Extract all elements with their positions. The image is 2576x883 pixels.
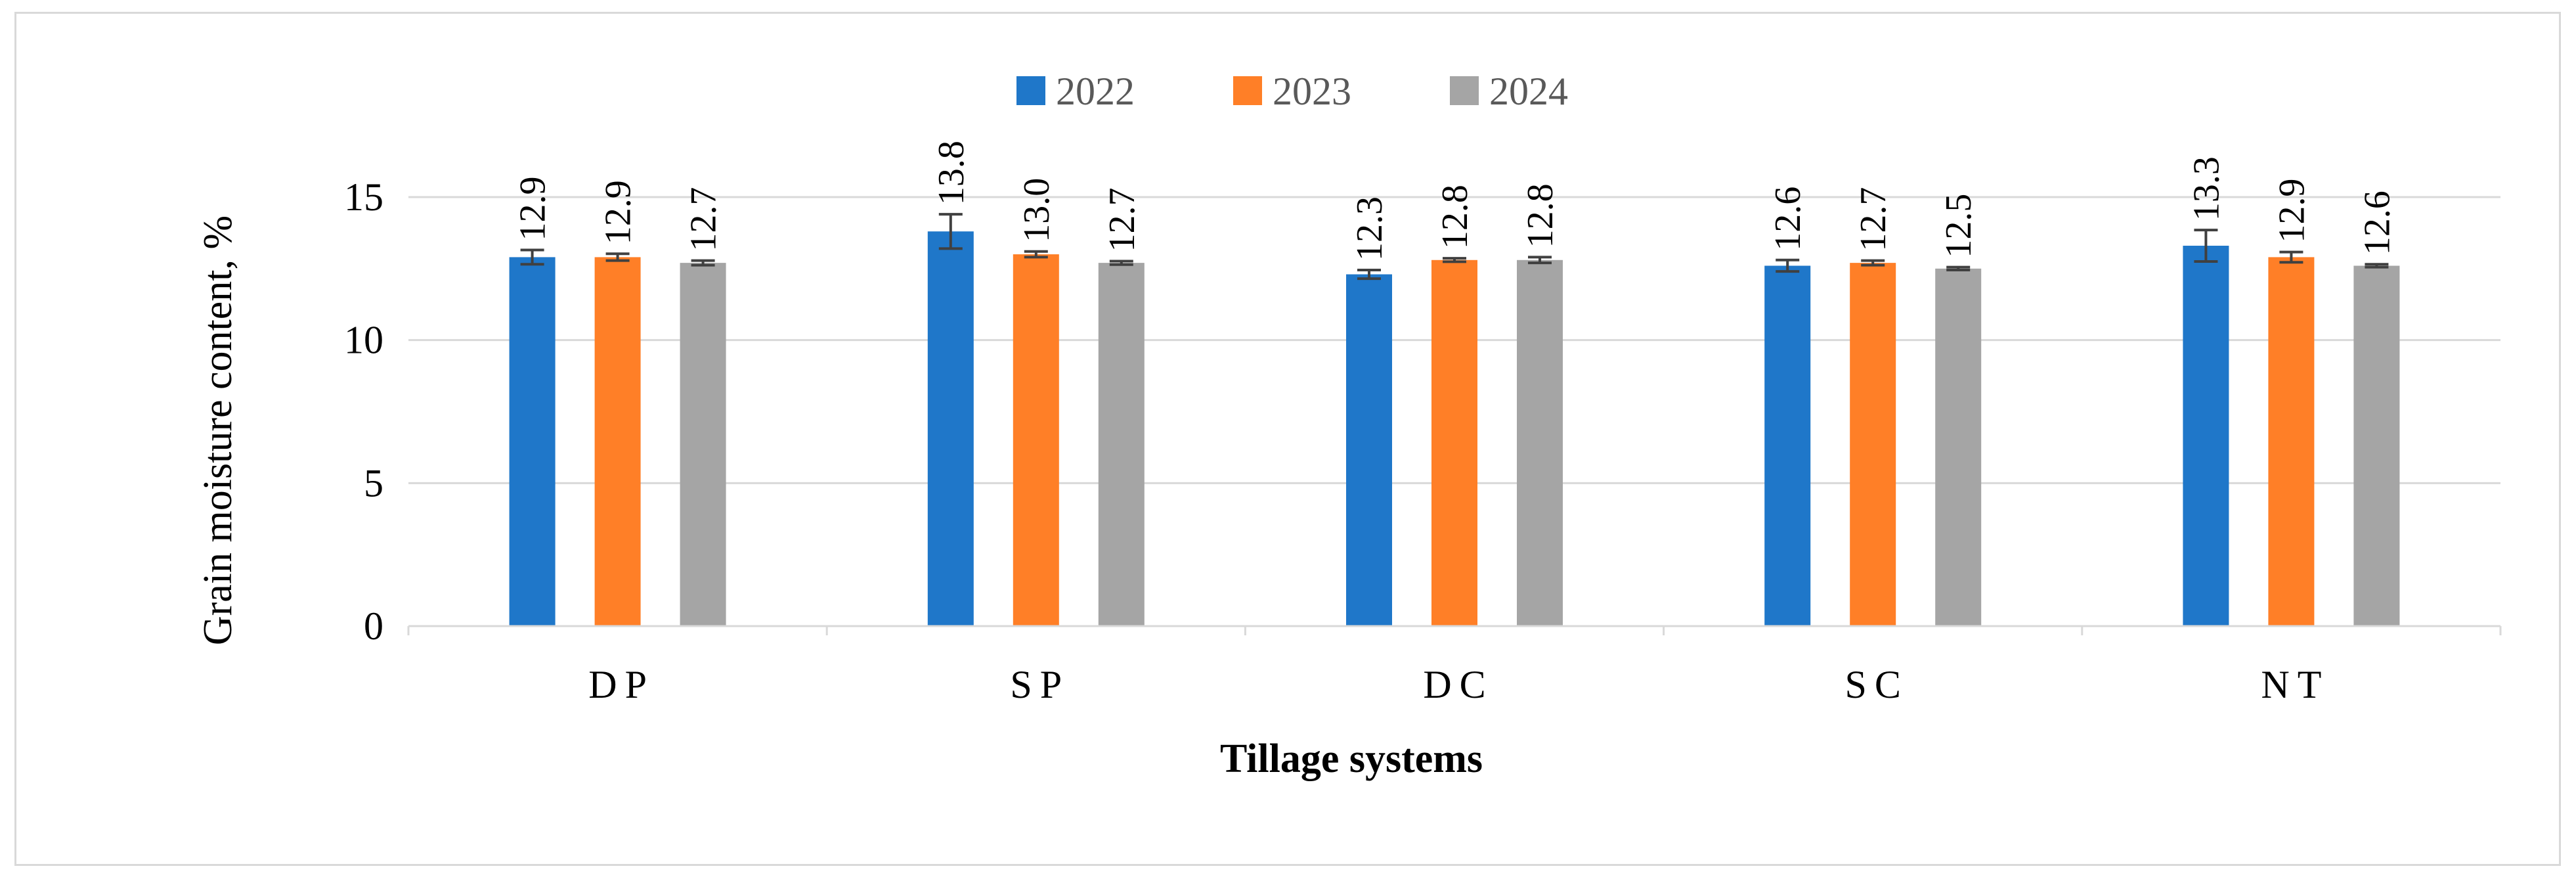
data-label-2022-dc: 12.3 [1349,196,1390,261]
data-label-2022-sp: 13.8 [931,141,972,205]
data-label-2023-dc: 12.8 [1435,185,1475,249]
error-bar-2024-sp [1109,260,1133,266]
error-bar-2023-sp [1024,250,1048,259]
legend: 2022 2023 2024 [1016,70,1568,113]
bar-2024-sc [1935,268,1982,626]
bar-2022-sc [1764,265,1811,627]
y-tick-label-15: 15 [344,175,383,219]
x-tick-label-sp: SP [1010,663,1070,706]
bar-2024-dc [1517,260,1563,627]
error-bar-2022-sc [1776,258,1800,273]
x-tick-label-dp: DP [588,663,655,706]
data-label-2023-sc: 12.7 [1853,187,1894,252]
legend-swatch-2023 [1233,76,1262,105]
data-label-2024-dc: 12.8 [1520,183,1561,248]
error-bar-2023-dc [1443,257,1466,263]
y-tick-label-0: 0 [364,604,383,648]
bar-2023-sp [1013,254,1059,627]
error-bar-2024-dc [1528,256,1552,265]
x-axis-title: Tillage systems [1220,736,1483,781]
bar-2023-dc [1431,260,1477,627]
data-label-2023-sp: 13.0 [1016,178,1057,242]
legend-label-2022: 2022 [1056,70,1135,113]
error-bar-2023-sc [1861,259,1885,267]
data-label-2024-sp: 12.7 [1102,188,1143,252]
data-label-2023-nt: 12.9 [2271,179,2312,243]
data-label-2022-nt: 13.3 [2186,156,2227,221]
data-label-2023-dp: 12.9 [598,180,639,244]
bar-2024-dp [680,263,726,626]
bar-2023-sc [1850,263,1896,626]
legend-label-2023: 2023 [1273,70,1351,113]
data-label-2022-sc: 12.6 [1768,187,1808,251]
bars [509,231,2400,627]
bar-2023-nt [2268,257,2315,626]
data-label-2024-nt: 12.6 [2357,191,2397,255]
bar-2022-dp [509,257,556,626]
data-label-2024-dp: 12.7 [684,187,724,252]
data-labels: 12.9 13.8 12.3 12.6 13.3 12.9 13.0 12.8 12.7 12.9… [513,141,2398,261]
bar-2022-dc [1346,274,1392,626]
bar-2024-nt [2353,265,2400,627]
y-tick-label-10: 10 [344,319,383,362]
error-bar-2023-nt [2279,250,2303,264]
y-axis-title: Grain moisture content, % [196,215,240,645]
error-bar-2022-dc [1357,269,1381,281]
axes: 0 5 10 15 DP SP DC SC NT [344,175,2502,706]
error-bar-2022-sp [938,213,963,250]
bar-2024-sp [1098,263,1145,626]
chart-frame [14,12,2561,866]
bar-2022-sp [927,231,974,626]
data-label-2022-dp: 12.9 [513,177,554,241]
error-bar-2024-dp [691,259,715,267]
legend-swatch-2024 [1450,76,1479,105]
y-tick-label-5: 5 [364,461,383,505]
error-bar-2022-dp [520,248,544,266]
x-tick-label-dc: DC [1423,663,1493,706]
data-label-2024-sc: 12.5 [1938,194,1979,258]
bar-2022-nt [2183,246,2229,626]
x-tick-label-sc: SC [1845,663,1909,706]
bar-2023-dp [594,257,641,626]
x-tick-label-nt: NT [2261,663,2329,706]
error-bar-2023-dp [605,252,630,262]
error-bar-2024-sc [1946,265,1971,272]
error-bar-2024-nt [2365,263,2389,269]
error-bar-2022-nt [2194,229,2218,263]
legend-label-2024: 2024 [1489,70,1568,113]
legend-swatch-2022 [1016,76,1045,105]
error-bars [520,213,2389,281]
